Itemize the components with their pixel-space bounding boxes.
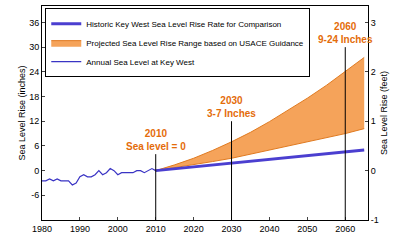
svg-text:6: 6 [34, 141, 39, 151]
svg-text:Sea Level Rise (feet): Sea Level Rise (feet) [379, 71, 389, 155]
svg-text:3: 3 [371, 18, 376, 28]
svg-text:2000: 2000 [108, 224, 128, 234]
svg-text:0: 0 [34, 166, 39, 176]
svg-text:20609-24 Inches: 20609-24 Inches [318, 21, 373, 45]
svg-text:24: 24 [29, 67, 39, 77]
svg-text:1980: 1980 [32, 224, 52, 234]
svg-text:18: 18 [29, 92, 39, 102]
svg-text:1: 1 [371, 116, 376, 126]
svg-text:2060: 2060 [335, 224, 355, 234]
svg-text:2030: 2030 [222, 224, 242, 234]
svg-text:36: 36 [29, 18, 39, 28]
svg-text:Projected Sea Level Rise Range: Projected Sea Level Rise Range based on … [86, 39, 304, 48]
svg-text:Historic Key West Sea Level Ri: Historic Key West Sea Level Rise Rate fo… [86, 20, 281, 29]
svg-text:0: 0 [371, 166, 376, 176]
svg-text:2010Sea level = 0: 2010Sea level = 0 [126, 128, 186, 152]
svg-text:2: 2 [371, 67, 376, 77]
svg-text:Annual Sea Level at Key West: Annual Sea Level at Key West [86, 58, 195, 67]
svg-text:2010: 2010 [146, 224, 166, 234]
svg-text:30: 30 [29, 42, 39, 52]
svg-text:2020: 2020 [184, 224, 204, 234]
svg-text:12: 12 [29, 116, 39, 126]
svg-text:2050: 2050 [297, 224, 317, 234]
svg-text:-6: -6 [31, 190, 39, 200]
svg-text:Sea Level Rise (inches): Sea Level Rise (inches) [17, 65, 27, 160]
svg-text:1990: 1990 [70, 224, 90, 234]
svg-text:2040: 2040 [259, 224, 279, 234]
svg-text:-1: -1 [371, 215, 379, 225]
svg-text:20303-7 Inches: 20303-7 Inches [207, 95, 256, 119]
